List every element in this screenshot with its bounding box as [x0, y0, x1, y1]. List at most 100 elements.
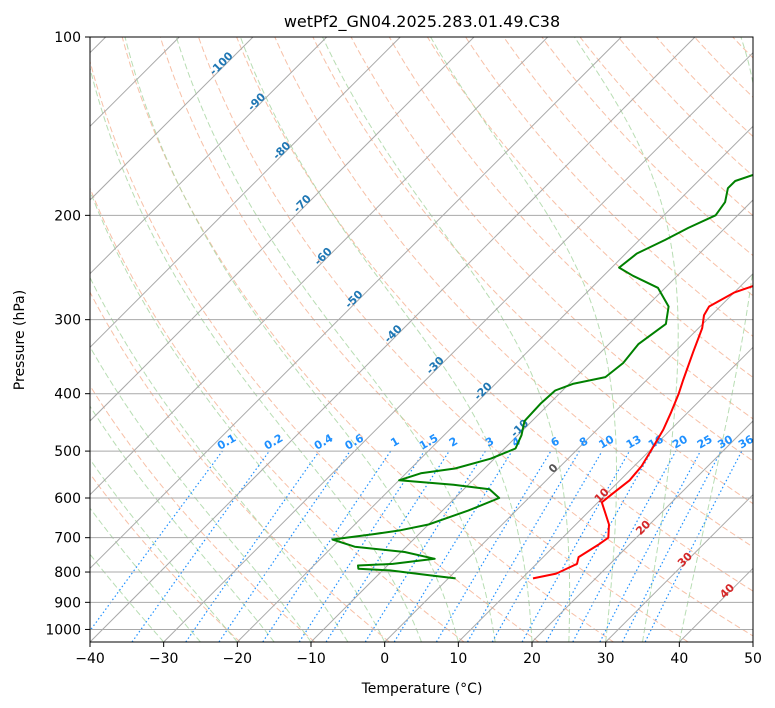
mixing-ratio-line: [435, 450, 552, 642]
isotherm-label-warm: 30: [675, 549, 695, 569]
moist-adiabat-line: [574, 37, 679, 642]
y-tick-label: 100: [54, 30, 81, 46]
moist-adiabat-line: [678, 37, 753, 642]
moist-adiabat-line: [430, 37, 617, 642]
isotherm-line: [163, 51, 753, 642]
isotherm-line: [90, 37, 254, 201]
dry-adiabat-line: [694, 37, 753, 98]
isotherm-line: [678, 567, 753, 642]
dry-adiabat-line: [90, 384, 316, 642]
mixing-ratio-line: [364, 450, 486, 642]
mixing-ratio-line: [262, 450, 392, 642]
mixing-ratio-line: [572, 450, 677, 642]
dry-adiabat-line: [90, 59, 540, 642]
dry-adiabat-line: [159, 37, 689, 642]
mixing-ratio-label: 36: [736, 432, 756, 451]
isotherm-label: -90: [245, 90, 268, 113]
mixing-ratio-line: [521, 450, 631, 642]
moist-adiabat-line: [239, 37, 533, 642]
dry-adiabat-line: [541, 37, 753, 257]
mixing-ratio-line: [545, 450, 653, 642]
dry-adiabat-line: [90, 291, 390, 642]
mixing-ratio-line: [393, 450, 513, 642]
dry-adiabat-line: [198, 37, 753, 637]
mixing-ratio-line: [644, 450, 743, 642]
y-tick-label: 300: [54, 313, 81, 329]
mixing-ratio-line: [466, 450, 580, 642]
y-tick-label: 200: [54, 208, 81, 224]
mixing-ratio-label: 0.6: [343, 431, 367, 452]
moist-adiabat-line: [90, 507, 201, 642]
isotherm-label: -30: [424, 354, 447, 377]
moist-adiabat-line: [90, 345, 312, 642]
x-axis-label: Temperature (°C): [361, 681, 483, 697]
isotherm-line: [90, 37, 549, 496]
x-tick-label: 0: [380, 651, 389, 667]
x-tick-label: 20: [523, 651, 541, 667]
dry-adiabat-line: [503, 37, 753, 297]
isotherm-line: [752, 641, 753, 642]
dry-adiabat-line: [90, 186, 465, 642]
moist-adiabat-line: [90, 65, 422, 642]
dry-adiabat-line: [312, 37, 753, 505]
mixing-ratio-label: 3: [483, 435, 496, 450]
x-tick-label: −40: [75, 651, 105, 667]
dry-adiabat-line: [465, 37, 753, 337]
dry-adiabat-line: [350, 37, 753, 462]
moist-adiabat-line: [90, 405, 275, 642]
isotherm-label-warm: 20: [633, 517, 653, 537]
isotherm-line: [90, 37, 328, 275]
background-lines: [90, 37, 753, 642]
mixing-ratio-label: 2: [447, 435, 460, 450]
mixing-ratio-label: 6: [549, 434, 562, 449]
dry-adiabat-line: [426, 37, 753, 378]
mixing-ratio-label: 13: [624, 433, 644, 452]
isotherm-line: [605, 493, 753, 642]
mixing-ratio-label: 25: [695, 433, 715, 452]
mixing-ratio-line: [185, 450, 320, 642]
isotherm-label: -40: [382, 322, 405, 345]
chart-title: wetPf2_GN04.2025.283.01.49.C38: [284, 12, 560, 32]
plot-frame: [89, 36, 754, 643]
isotherm-line: [457, 346, 753, 642]
isotherm-line: [384, 272, 753, 642]
y-tick-label: 1000: [45, 622, 81, 638]
dry-adiabat-line: [579, 37, 753, 217]
dry-adiabat-line: [236, 37, 753, 592]
isotherm-line: [236, 125, 753, 642]
dewpoint-profile-line: [331, 173, 753, 580]
y-tick-label: 400: [54, 387, 81, 403]
y-axis-label: Pressure (hPa): [12, 290, 28, 390]
isotherm-line: [90, 37, 401, 349]
dry-adiabat-line: [388, 37, 753, 420]
mixing-ratio-label: 0.2: [262, 432, 285, 453]
mixing-ratio-label: 0.4: [312, 431, 336, 452]
isotherm-line: [90, 37, 696, 642]
dry-adiabat-line: [121, 37, 614, 642]
dry-adiabat-line: [274, 37, 753, 548]
y-tick-label: 500: [54, 444, 81, 460]
mixing-ratio-label: 1.5: [417, 432, 440, 453]
moist-adiabat-line: [124, 37, 459, 642]
mixing-ratio-line: [90, 450, 223, 632]
isotherm-label: -70: [291, 192, 314, 215]
isotherm-label: -100: [207, 49, 236, 78]
y-tick-label: 700: [54, 531, 81, 547]
mixing-ratio-line: [218, 450, 351, 642]
moist-adiabat-line: [90, 553, 165, 642]
isotherm-label: -20: [472, 379, 495, 402]
x-tick-label: 40: [670, 651, 688, 667]
moist-adiabat-line: [90, 189, 386, 642]
mixing-ratio-label: 1: [388, 435, 401, 450]
isotherm-label-warm: 40: [717, 581, 737, 601]
isotherm-label: -50: [342, 288, 365, 311]
x-tick-label: −10: [296, 651, 326, 667]
y-tick-label: 600: [54, 491, 81, 507]
moist-adiabat-line: [90, 276, 349, 642]
axis-ticks: −40 −30 −20 −10 0 10 20 30 40 5010020030040050060…: [45, 30, 762, 667]
mixing-ratio-line: [131, 450, 270, 642]
x-tick-label: 10: [449, 651, 467, 667]
y-tick-label: 800: [54, 565, 81, 581]
mixing-ratio-label: 20: [670, 432, 690, 451]
